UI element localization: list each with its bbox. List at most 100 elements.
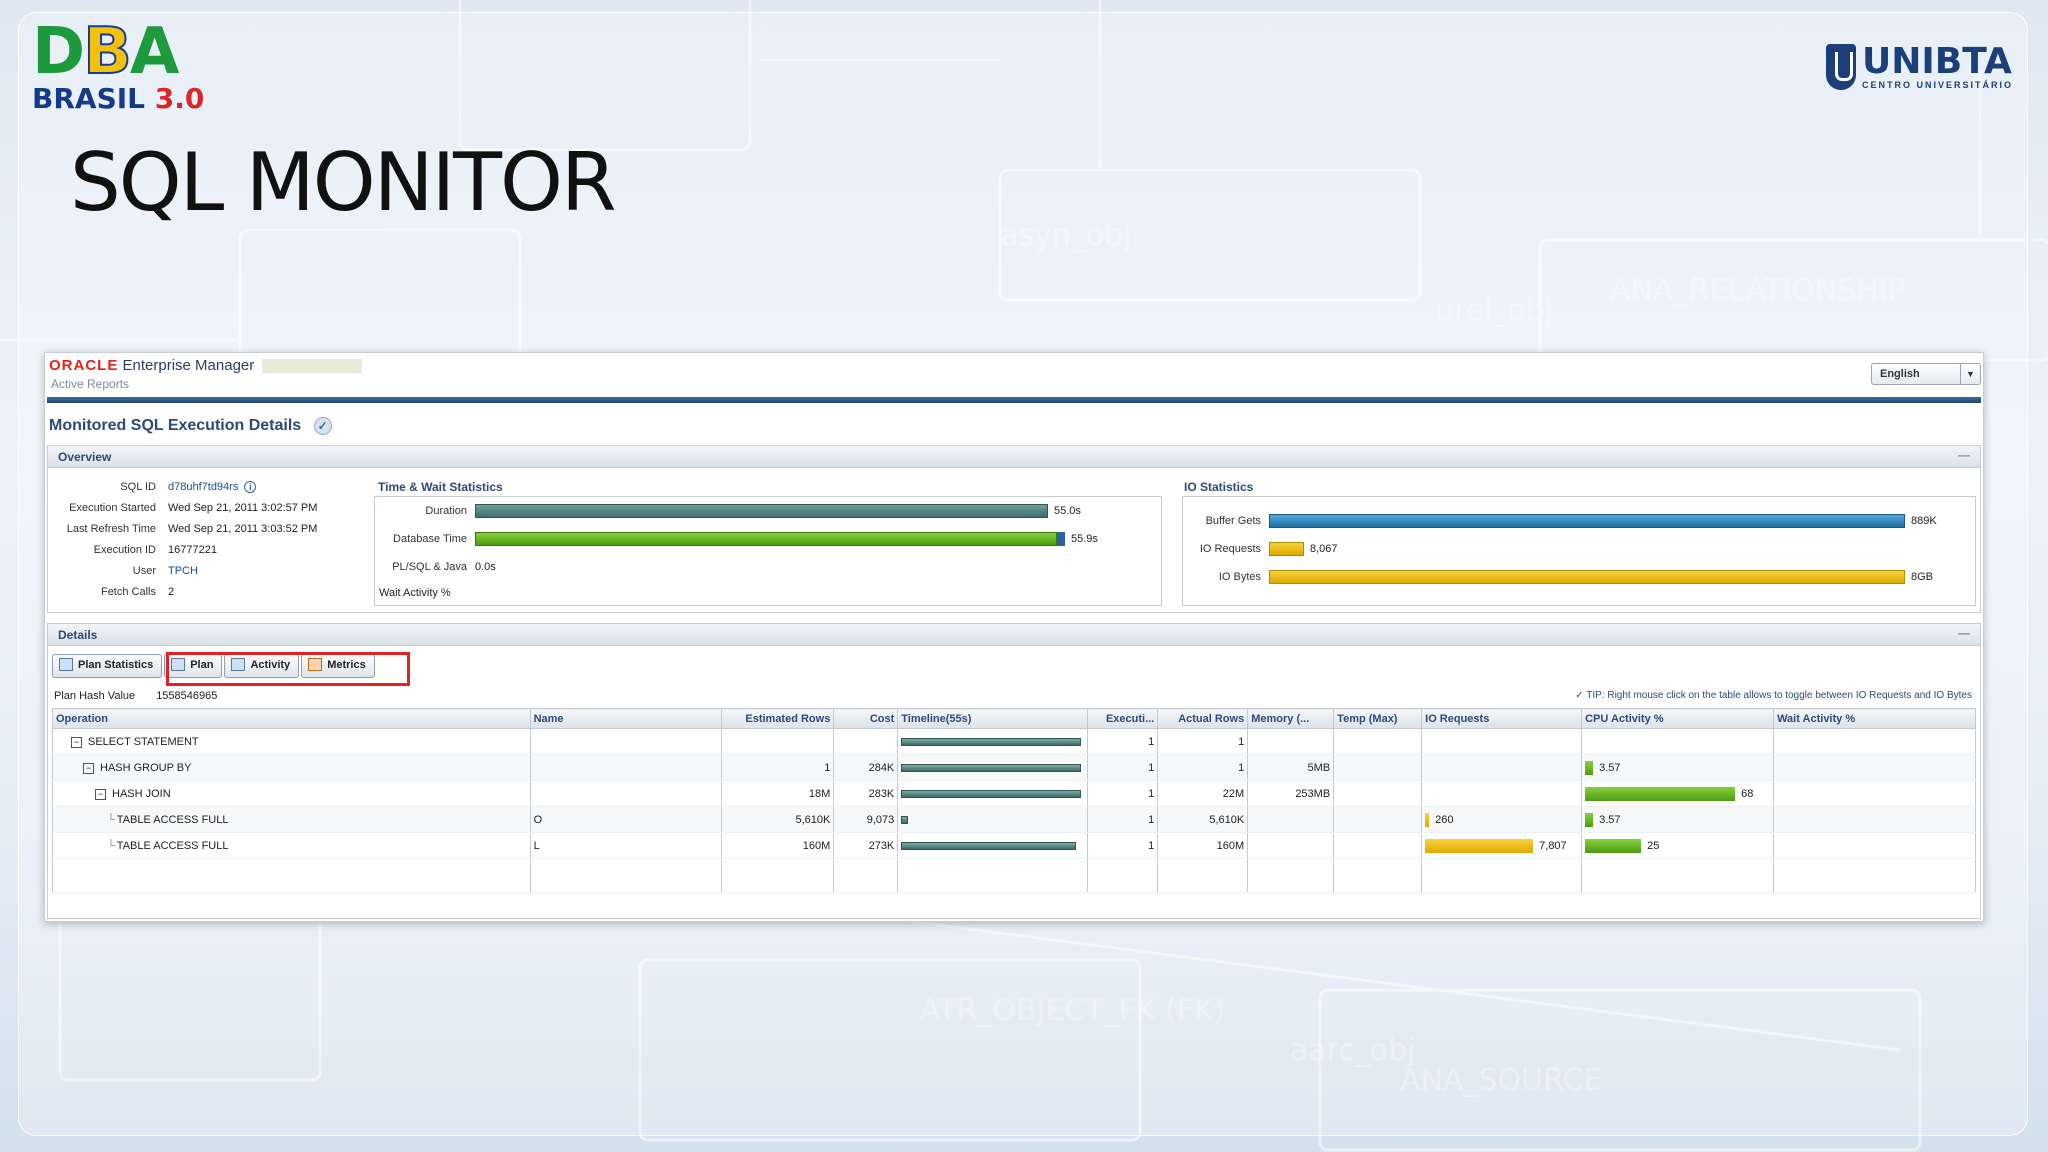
tab-activity[interactable]: Activity <box>224 654 300 678</box>
tree-connector-icon: └ <box>107 839 115 852</box>
sql-id-link[interactable]: d78uhf7td94rs <box>168 480 239 493</box>
details-header[interactable]: Details — <box>48 624 1980 646</box>
empty-cell <box>1773 858 1976 893</box>
overview-header[interactable]: Overview — <box>48 446 1980 468</box>
details-title: Details <box>58 628 98 642</box>
cpu-activity-bar <box>1585 812 1594 827</box>
language-value: English <box>1880 368 1920 380</box>
io-buffer-gets: Buffer Gets 889K <box>1183 511 1937 531</box>
overview-title: Overview <box>58 450 112 464</box>
col-cpu-activity[interactable]: CPU Activity % <box>1581 708 1775 729</box>
tab-label: Metrics <box>327 659 366 671</box>
collapse-tree-icon[interactable]: − <box>95 788 106 800</box>
cell-operation[interactable]: └ TABLE ACCESS FULL <box>52 832 531 859</box>
plan-hash-label: Plan Hash Value <box>54 690 136 702</box>
col-estimated-rows[interactable]: Estimated Rows <box>721 708 835 729</box>
tab-label: Activity <box>250 659 291 671</box>
dba-brasil-logo: D B A BRASIL 3.0 <box>32 15 242 120</box>
plan-tree-icon <box>171 658 186 671</box>
dropdown-arrow-icon[interactable]: ▼ <box>1960 364 1980 384</box>
redacted-text <box>262 359 363 374</box>
cell-estimated-rows: 5,610K <box>721 806 835 833</box>
col-temp[interactable]: Temp (Max) <box>1333 708 1423 729</box>
oracle-logo: ORACLE <box>49 357 119 374</box>
tab-plan[interactable]: Plan <box>164 654 223 678</box>
cell-operation[interactable]: − HASH GROUP BY <box>52 754 531 781</box>
col-wait-activity[interactable]: Wait Activity % <box>1773 708 1976 729</box>
logo-letter: B <box>82 15 133 89</box>
svg-text:ANA_RELATIONSHIP: ANA_RELATIONSHIP <box>1610 273 1906 308</box>
details-tabs: Plan Statistics Plan Activity Metrics <box>52 654 375 678</box>
table-row[interactable]: − HASH JOIN 18M 283K 1 22M 253MB 68 <box>52 780 1976 807</box>
duration-bar <box>475 504 1048 518</box>
cpu-activity-bar <box>1585 786 1736 801</box>
cell-operation[interactable]: − HASH JOIN <box>52 780 531 807</box>
field-label: Execution Started <box>69 501 156 514</box>
cell-timeline <box>897 728 1089 755</box>
table-row[interactable]: − SELECT STATEMENT 1 1 <box>52 728 1976 755</box>
collapse-icon[interactable]: — <box>1958 448 1970 462</box>
col-name[interactable]: Name <box>529 708 723 729</box>
cell-cost: 284K <box>833 754 899 781</box>
tab-metrics[interactable]: Metrics <box>301 654 375 678</box>
check-icon: ✓ <box>1575 690 1584 701</box>
operation-label: TABLE ACCESS FULL <box>116 839 229 852</box>
cell-name <box>529 754 723 781</box>
cell-actual-rows: 22M <box>1157 780 1249 807</box>
tab-plan-statistics[interactable]: Plan Statistics <box>52 654 163 678</box>
operation-label: TABLE ACCESS FULL <box>116 813 229 826</box>
field-value: Wed Sep 21, 2011 3:02:57 PM <box>168 501 318 514</box>
cell-name <box>529 780 723 807</box>
field-execution-started: Execution Started Wed Sep 21, 2011 3:02:… <box>52 497 368 518</box>
cell-memory <box>1247 728 1335 755</box>
col-executions[interactable]: Executi... <box>1087 708 1159 729</box>
logo-letter: D <box>32 15 85 89</box>
info-icon[interactable]: i <box>244 480 257 493</box>
stat-label: Wait Activity % <box>379 587 451 599</box>
col-actual-rows[interactable]: Actual Rows <box>1157 708 1249 729</box>
field-label: SQL ID <box>120 480 156 493</box>
collapse-icon[interactable]: — <box>1958 626 1970 640</box>
stat-value: 55.0s <box>1054 505 1081 517</box>
col-memory[interactable]: Memory (... <box>1247 708 1335 729</box>
cell-executions: 1 <box>1087 754 1159 781</box>
col-cost[interactable]: Cost <box>833 708 899 729</box>
field-user: User TPCH <box>52 560 368 581</box>
cell-cost: 9,073 <box>833 806 899 833</box>
field-value: 16777221 <box>168 543 217 556</box>
tip-label: TIP: Right mouse click on the table allo… <box>1586 690 1972 701</box>
cell-actual-rows: 160M <box>1157 832 1249 859</box>
page-title: Monitored SQL Execution Details ✓ <box>49 417 332 435</box>
table-row[interactable]: └ TABLE ACCESS FULL O 5,610K 9,073 1 5,610K 260… <box>52 806 1976 833</box>
user-link[interactable]: TPCH <box>168 564 198 577</box>
cell-operation[interactable]: └ TABLE ACCESS FULL <box>52 806 531 833</box>
field-label: User <box>132 564 156 577</box>
language-select[interactable]: English ▼ <box>1871 363 1981 385</box>
cpu-activity-cell: 25 <box>1585 838 1770 853</box>
cell-operation[interactable]: − SELECT STATEMENT <box>52 728 531 755</box>
table-header-row: Operation Name Estimated Rows Cost Timel… <box>52 708 1976 729</box>
stat-label: Database Time <box>393 533 467 545</box>
collapse-tree-icon[interactable]: − <box>71 736 82 748</box>
col-io-requests[interactable]: IO Requests <box>1421 708 1583 729</box>
empty-cell <box>52 858 531 893</box>
stat-label: IO Requests <box>1199 543 1261 555</box>
stat-value: 8GB <box>1911 571 1934 583</box>
col-timeline[interactable]: Timeline(55s) <box>897 708 1089 729</box>
overview-section: Overview — SQL ID d78uhf7td94rs i Execut… <box>47 445 1981 613</box>
cell-timeline <box>897 754 1089 781</box>
tab-label: Plan Statistics <box>78 659 154 671</box>
collapse-tree-icon[interactable]: − <box>83 762 94 774</box>
io-requests-bar <box>1425 812 1430 827</box>
shield-icon <box>1826 44 1856 90</box>
timeline-bar <box>901 763 1082 772</box>
table-row[interactable]: └ TABLE ACCESS FULL L 160M 273K 1 160M 7,807 25 <box>52 832 1976 859</box>
timeline-bar <box>901 841 1077 850</box>
io-bytes: IO Bytes 8GB <box>1183 567 1933 587</box>
cell-cpu-activity: 3.57 <box>1581 806 1775 833</box>
cell-cpu-activity: 25 <box>1581 832 1775 859</box>
col-operation[interactable]: Operation <box>52 708 531 729</box>
table-row[interactable]: − HASH GROUP BY 1 284K 1 1 5MB 3.57 <box>52 754 1976 781</box>
io-requests-value: 7,807 <box>1539 839 1567 852</box>
